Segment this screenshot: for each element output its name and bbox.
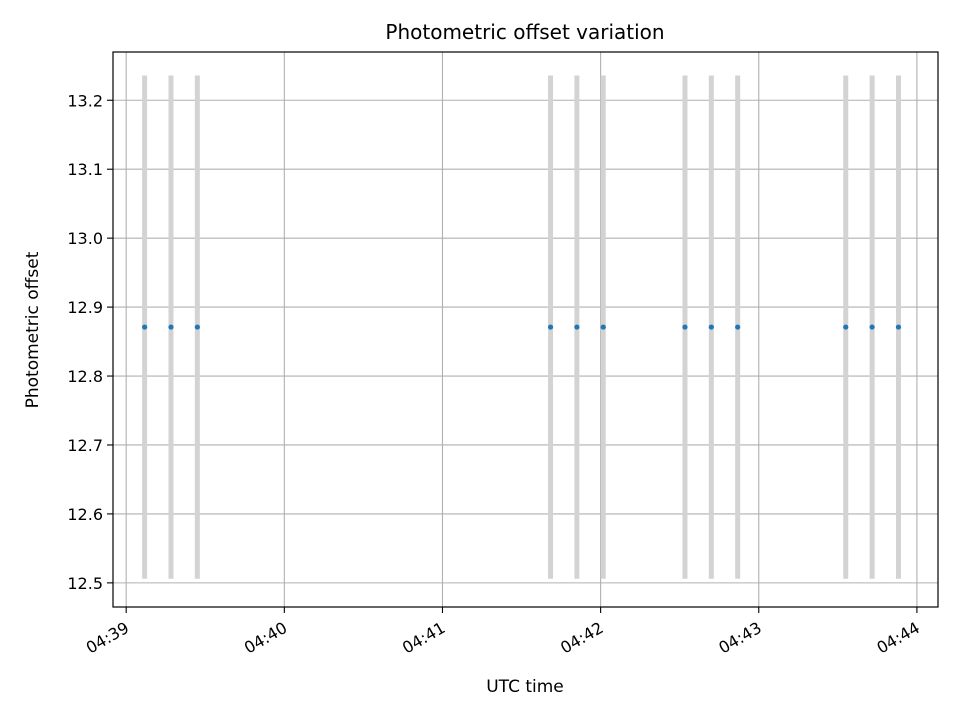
data-point: [574, 324, 580, 330]
data-point: [735, 324, 741, 330]
data-point: [600, 324, 606, 330]
y-tick-label: 13.0: [67, 229, 103, 248]
y-axis-label: Photometric offset: [23, 251, 43, 408]
y-tick-label: 12.5: [67, 574, 103, 593]
data-point: [843, 324, 849, 330]
plot-frame: [112, 51, 939, 608]
y-axis-ticks: 12.5 12.6 12.7 12.8 12.9 13.0 13.1 13.2: [67, 91, 113, 593]
grid: [113, 52, 938, 607]
data-point: [142, 324, 148, 330]
data-point: [168, 324, 174, 330]
data-point: [194, 324, 200, 330]
data-point: [895, 324, 902, 330]
y-tick-label: 13.2: [67, 91, 103, 110]
data-point: [869, 324, 875, 330]
y-tick-label: 13.1: [67, 160, 103, 179]
chart-title: Photometric offset variation: [385, 20, 664, 44]
x-axis-label: UTC time: [486, 677, 564, 697]
data-point: [708, 324, 714, 330]
y-tick-label: 12.6: [67, 505, 103, 524]
data-points: [142, 324, 902, 330]
data-point: [547, 324, 554, 330]
y-tick-label: 12.8: [67, 367, 103, 386]
y-tick-label: 12.9: [67, 298, 103, 317]
y-tick-label: 12.7: [67, 436, 103, 455]
data-point: [682, 324, 688, 330]
